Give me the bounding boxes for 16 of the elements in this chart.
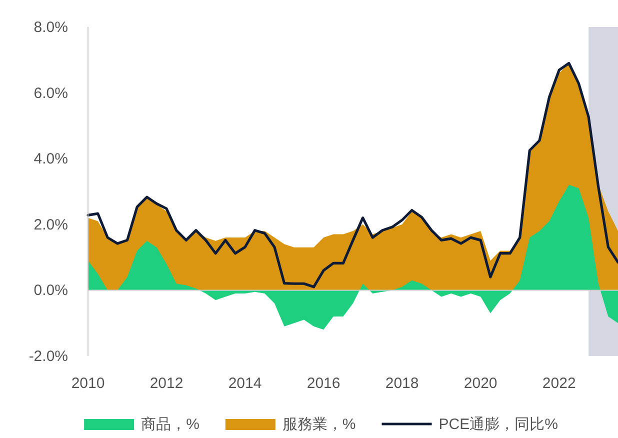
y-tick-label: 6.0% — [34, 84, 68, 102]
y-tick-label: 2.0% — [34, 216, 68, 234]
x-tick-label: 2016 — [306, 375, 340, 392]
legend-label: 服務業，% — [282, 416, 356, 433]
x-tick-label: 2014 — [228, 375, 262, 392]
x-tick-label: 2012 — [150, 375, 184, 392]
y-tick-label: 8.0% — [34, 19, 68, 36]
y-tick-label: -2.0% — [28, 348, 68, 365]
legend-label: PCE通膨，同比% — [438, 416, 558, 433]
x-tick-label: 2020 — [464, 375, 498, 392]
x-tick-label: 2022 — [542, 375, 576, 392]
legend-label: 商品，% — [141, 416, 200, 433]
x-tick-label: 2010 — [71, 375, 105, 392]
x-tick-label: 2018 — [385, 375, 419, 392]
y-tick-label: 0.0% — [34, 282, 68, 300]
y-tick-label: 4.0% — [34, 150, 68, 168]
